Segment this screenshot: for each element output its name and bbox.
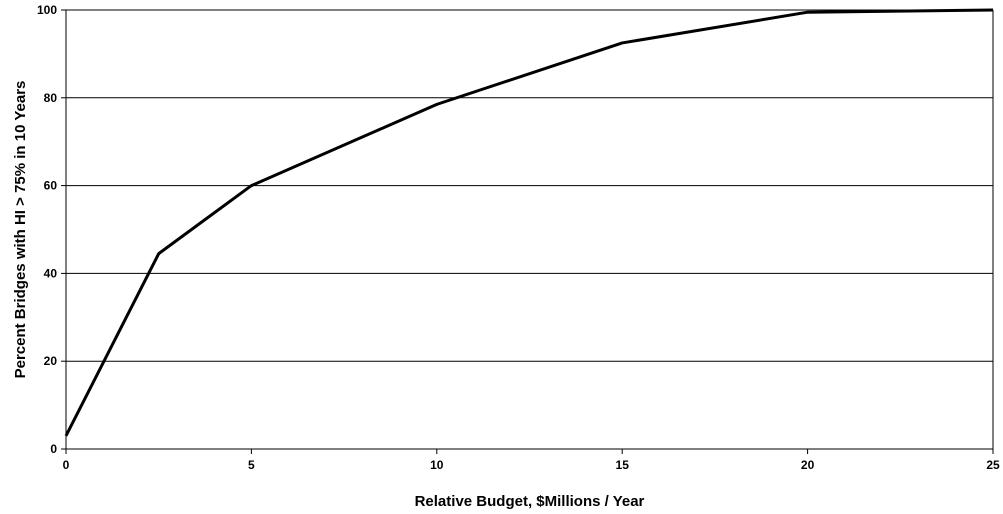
axes xyxy=(61,9,994,454)
x-tick-label: 5 xyxy=(248,458,255,472)
y-tick-label: 60 xyxy=(44,179,58,193)
x-tick-label: 15 xyxy=(616,458,630,472)
y-tick-label: 100 xyxy=(37,3,57,17)
gridlines xyxy=(66,9,993,362)
x-tick-label: 0 xyxy=(63,458,70,472)
data-series xyxy=(64,8,994,437)
series-line-0 xyxy=(64,8,994,437)
y-tick-label: 20 xyxy=(44,354,58,368)
x-tick-label: 10 xyxy=(430,458,444,472)
x-tick-label: 20 xyxy=(801,458,815,472)
y-tick-label: 80 xyxy=(44,91,58,105)
y-tick-label: 40 xyxy=(44,266,58,280)
x-tick-label: 25 xyxy=(986,458,1000,472)
y-axis-title: Percent Bridges with HI > 75% in 10 Year… xyxy=(12,81,29,379)
y-tick-labels: 0 20 40 60 80 100 xyxy=(37,3,57,456)
y-tick-label: 0 xyxy=(50,442,57,456)
x-tick-labels: 0 5 10 15 20 25 xyxy=(63,458,1000,472)
x-axis-title: Relative Budget, $Millions / Year xyxy=(415,493,645,510)
